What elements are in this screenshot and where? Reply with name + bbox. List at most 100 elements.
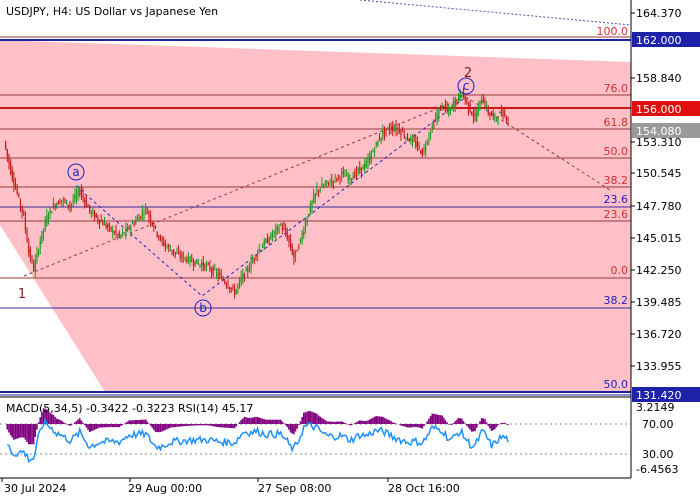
wave-a-circle [67,163,85,181]
price-tag-162-label: 162.000 [636,34,682,47]
price-tick: 136.720 [636,328,682,341]
candle-body [36,252,38,260]
candle-body [210,268,213,272]
indicator-pane[interactable]: MACD(5,34,5) -0.3422 -0.3223 RSI(14) 45.… [0,402,631,463]
candle-body [349,175,351,180]
price-tag-current-label: 154.080 [636,125,682,138]
candle-body [131,223,134,225]
candle-body [281,227,283,230]
candle-body [443,106,445,109]
candle-body [395,126,397,132]
price-candles[interactable] [5,87,509,299]
candle-body [285,228,287,234]
candle-body [255,255,257,257]
rsi-line [7,417,509,463]
candle-body [403,134,405,138]
price-tick: 142.250 [636,264,682,277]
time-label: 29 Aug 00:00 [128,482,202,495]
candle-body [425,146,427,151]
fib-label: 23.6 [604,208,629,221]
candle-body [260,250,262,252]
candle-body [202,261,204,267]
candle-body [309,203,311,213]
candle-body [103,222,106,226]
trend-line[interactable] [359,0,632,26]
candle-body [47,216,50,220]
candle-body [377,140,379,147]
fib-label: 23.6 [604,193,629,206]
candle-body [187,256,190,263]
price-tags[interactable]: 162.000 156.000 154.080 131.420 [632,32,700,402]
time-axis[interactable]: 30 Jul 2024 29 Aug 00:00 27 Sep 08:00 28… [1,478,460,495]
candle-body [397,129,399,131]
fib-label: 0.0 [611,264,629,277]
candle-body [197,262,199,265]
candle-body [288,235,290,242]
elliott-wave-labels: 1 2 a b c [18,66,475,317]
candle-body [304,222,306,231]
wave-b-label: b [199,301,207,315]
candle-body [490,112,493,116]
candle-body [336,178,338,180]
candle-body [411,138,414,143]
candle-body [430,133,432,135]
candle-body [438,109,440,118]
candle-body [383,129,386,135]
candle-body [62,199,64,201]
candle-body [342,172,344,174]
candle-body [29,249,31,259]
price-tick: 164.370 [636,7,682,20]
price-tag-156 [632,101,700,116]
candle-body [90,211,92,214]
candle-body [209,265,211,270]
candle-body [350,179,353,182]
candle-body [23,212,25,215]
candle-body [5,141,7,149]
candle-body [441,102,443,107]
price-tick: 145.015 [636,232,682,245]
candle-body [168,245,170,247]
candle-body [108,225,110,227]
candle-body [458,94,460,100]
candle-body [280,224,282,226]
candle-body [54,205,56,208]
candle-body [156,232,158,236]
candle-body [169,249,171,251]
candle-body [164,242,166,246]
candle-body [444,103,446,108]
candle-body [237,284,239,289]
candle-body [8,155,10,164]
candle-body [367,159,369,163]
indicator-tick: 30.00 [642,448,674,461]
time-label: 30 Jul 2024 [4,482,66,495]
candle-body [481,99,483,105]
candle-body [52,203,54,209]
candle-body [140,216,142,218]
candle-body [405,137,407,139]
candle-body [293,252,295,259]
indicator-title: MACD(5,34,5) -0.3422 -0.3223 RSI(14) 45.… [6,402,253,415]
wave-2-label: 2 [464,66,472,81]
candle-body [327,181,330,183]
fib-label: 100.0 [597,25,629,38]
candle-body [266,239,269,243]
price-tag-current [632,123,700,138]
candle-body [484,100,486,108]
candle-body [112,229,114,233]
fib-label: 50.0 [604,378,629,391]
candle-body [21,206,23,213]
candle-body [245,268,247,272]
candle-body [387,127,389,129]
candle-body [469,104,471,113]
candle-body [494,115,496,118]
candle-body [354,173,356,177]
candle-body [313,195,315,203]
candle-body [497,118,499,120]
candle-body [39,240,41,250]
price-axis[interactable]: 164.370 158.840 153.310 150.545 147.780 … [631,7,682,373]
candle-body [18,195,20,197]
candle-body [303,231,305,236]
candle-body [189,257,191,262]
candle-body [98,219,101,224]
